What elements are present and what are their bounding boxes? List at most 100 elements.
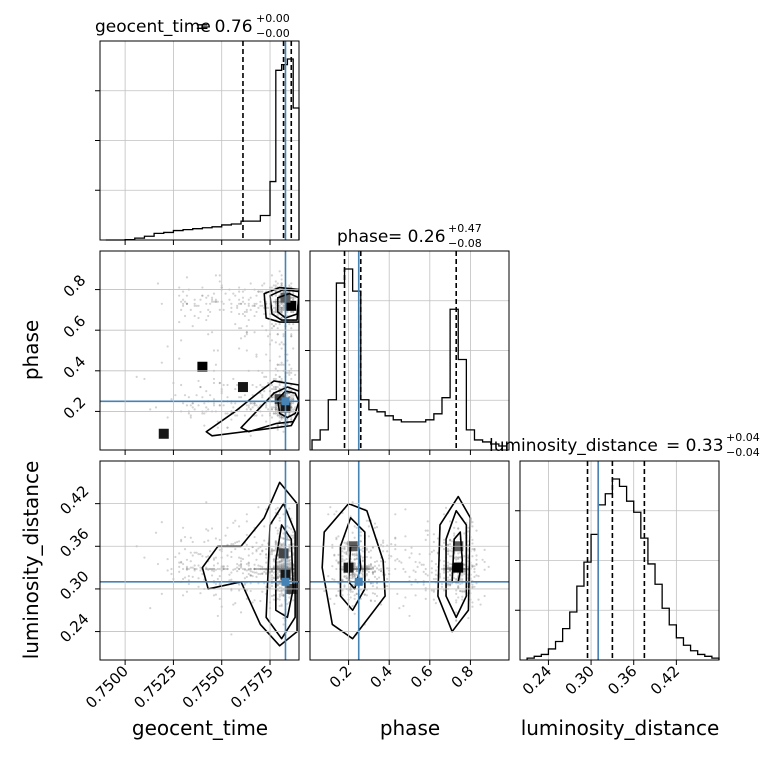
scatter-point [259, 383, 262, 387]
scatter-point [375, 525, 379, 529]
scatter-point [263, 525, 266, 528]
scatter-point [282, 335, 285, 338]
scatter-point [276, 584, 279, 587]
scatter-point [333, 578, 336, 581]
scatter-point [189, 308, 192, 311]
scatter-point [290, 310, 293, 314]
scatter-point [226, 567, 229, 571]
scatter-point [473, 575, 476, 578]
scatter-point [201, 396, 204, 399]
scatter-point [272, 567, 275, 571]
scatter-point [280, 284, 283, 287]
scatter-point [274, 511, 277, 514]
scatter-point [369, 599, 373, 602]
scatter-point [230, 543, 233, 546]
scatter-point [257, 572, 260, 576]
scatter-point [379, 543, 383, 546]
scatter-point [288, 567, 291, 571]
scatter-point [292, 536, 295, 539]
scatter-point [207, 294, 210, 297]
scatter-point [426, 520, 429, 523]
scatter-point [379, 603, 383, 606]
xlabel-geocent-time: geocent_time [132, 716, 268, 740]
contour-line [201, 481, 298, 647]
scatter-point [272, 377, 275, 381]
scatter-point [197, 585, 200, 588]
scatter-point [369, 562, 373, 566]
scatter-point [241, 312, 245, 316]
scatter-point [367, 567, 370, 571]
scatter-point [205, 555, 208, 559]
x-tick-label: 0.24 [519, 662, 555, 698]
scatter-point [365, 574, 368, 577]
scatter-point [282, 567, 285, 571]
scatter-point [272, 325, 275, 328]
scatter-point [189, 566, 192, 569]
scatter-point [365, 569, 368, 572]
scatter-point [278, 414, 281, 417]
scatter-point [461, 574, 464, 577]
scatter-point [239, 611, 243, 614]
scatter-point [234, 414, 237, 417]
scatter-point [245, 331, 248, 334]
scatter-point [282, 532, 285, 535]
scatter-point [185, 302, 189, 305]
scatter-point [282, 567, 285, 571]
scatter-point [183, 576, 187, 579]
scatter-point [209, 310, 212, 314]
ylabel-luminosity-distance: luminosity_distance [19, 461, 43, 660]
scatter-point [471, 555, 474, 558]
scatter-point [361, 567, 364, 571]
scatter-point [341, 555, 344, 558]
scatter-point [430, 589, 433, 592]
scatter-point [180, 538, 183, 541]
scatter-point [270, 567, 274, 571]
ylabel-phase: phase [19, 320, 43, 380]
scatter-point [280, 416, 283, 419]
scatter-point [361, 566, 364, 569]
scatter-point [224, 292, 227, 295]
scatter-point [335, 594, 338, 597]
scatter-point [209, 394, 212, 397]
scatter-point [446, 548, 450, 551]
scatter-point [255, 558, 258, 561]
scatter-point [280, 302, 283, 305]
scatter-point [365, 567, 368, 571]
scatter-point [180, 300, 183, 303]
scatter-point [434, 602, 437, 605]
scatter-point [218, 280, 221, 283]
scatter-point [446, 543, 450, 546]
scatter-point [367, 550, 370, 554]
scatter-point [201, 294, 204, 297]
scatter-point [199, 385, 202, 389]
scatter-point [274, 404, 277, 407]
scatter-point [234, 323, 237, 326]
scatter-point [270, 549, 274, 552]
scatter-point [373, 565, 377, 568]
scatter-point [444, 506, 448, 510]
scatter-point [214, 537, 218, 540]
scatter-point [371, 570, 375, 573]
scatter-point [135, 375, 138, 378]
scatter-point [282, 290, 285, 293]
scatter-point [455, 521, 458, 524]
scatter-point [238, 286, 241, 289]
scatter-point [288, 548, 291, 551]
scatter-point [280, 557, 283, 561]
scatter-point [282, 623, 285, 626]
scatter-point [394, 559, 397, 562]
scatter-point [457, 582, 460, 585]
scatter-point [214, 593, 218, 596]
scatter-point [286, 418, 289, 421]
scatter-point [199, 592, 202, 595]
scatter-point [371, 546, 375, 549]
scatter-point [218, 404, 221, 407]
scatter-point [432, 540, 435, 544]
scatter-point [261, 565, 264, 568]
scatter-point [455, 619, 458, 623]
scatter-point [280, 567, 283, 571]
scatter-point [274, 526, 277, 529]
scatter-point [265, 406, 268, 409]
scatter-point [292, 534, 295, 537]
scatter-point [224, 412, 227, 415]
